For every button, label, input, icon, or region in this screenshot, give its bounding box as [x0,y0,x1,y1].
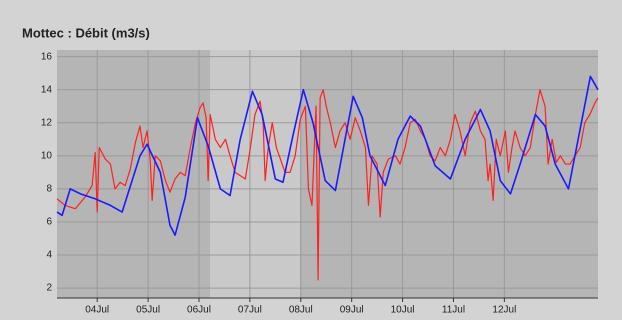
shade-band [300,50,598,298]
y-tick-label: 8 [46,184,52,195]
x-tick-label: 11Jul [442,305,465,316]
y-tick-label: 4 [46,250,52,261]
y-tick-label: 2 [46,283,52,294]
y-tick-label: 6 [46,217,52,228]
y-tick-label: 12 [41,117,53,128]
plot [56,75,599,281]
series-line [56,75,599,236]
x-tick-label: 05Jul [136,305,160,316]
y-tick-label: 14 [41,84,53,95]
series-line [56,89,599,281]
grid [57,50,598,298]
shade-band [210,50,300,298]
x-tick-label: 10Jul [391,305,415,316]
x-tick-label: 09Jul [340,305,364,316]
x-tick-label: 04Jul [85,305,109,316]
x-tick-label: 07Jul [238,305,262,316]
x-tick-label: 08Jul [289,305,313,316]
x-tick-label: 12Jul [492,305,516,316]
y-tick-label: 16 [41,51,53,62]
chart-title: Mottec : Débit (m3/s) [22,25,150,40]
y-tick-label: 10 [41,150,53,161]
x-tick-label: 06Jul [187,305,211,316]
